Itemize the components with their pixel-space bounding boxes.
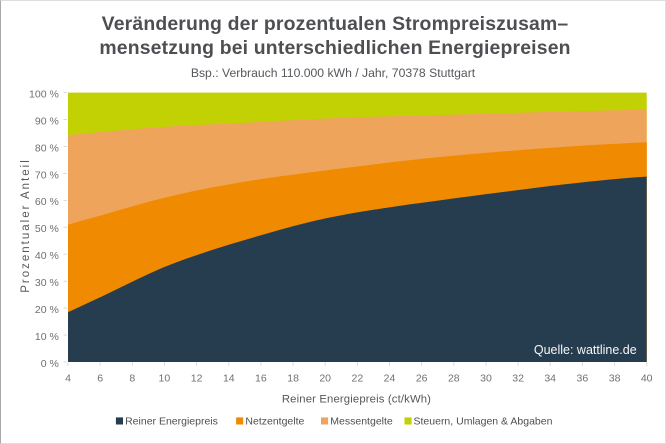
svg-text:Quelle: wattline.de: Quelle: wattline.de — [534, 343, 637, 357]
svg-text:40 %: 40 % — [35, 250, 59, 262]
svg-text:100 %: 100 % — [29, 88, 59, 100]
svg-text:0 %: 0 % — [41, 358, 59, 370]
svg-text:20 %: 20 % — [35, 304, 59, 316]
svg-text:26: 26 — [416, 373, 428, 385]
svg-text:Messentgelte: Messentgelte — [330, 416, 393, 428]
svg-text:Reiner Energiepreis (ct/kWh): Reiner Energiepreis (ct/kWh) — [282, 393, 431, 405]
svg-text:18: 18 — [287, 373, 299, 385]
svg-text:22: 22 — [352, 373, 364, 385]
svg-text:50 %: 50 % — [35, 223, 59, 235]
svg-text:38: 38 — [609, 373, 621, 385]
svg-text:4: 4 — [65, 373, 71, 385]
svg-text:12: 12 — [191, 373, 203, 385]
svg-text:32: 32 — [512, 373, 524, 385]
svg-text:28: 28 — [448, 373, 460, 385]
svg-text:8: 8 — [129, 373, 135, 385]
svg-text:16: 16 — [255, 373, 267, 385]
svg-text:70 %: 70 % — [35, 169, 59, 181]
svg-text:20: 20 — [319, 373, 331, 385]
svg-text:80 %: 80 % — [35, 142, 59, 154]
svg-text:30 %: 30 % — [35, 277, 59, 289]
svg-text:6: 6 — [97, 373, 103, 385]
svg-text:34: 34 — [544, 373, 556, 385]
svg-text:10 %: 10 % — [35, 331, 59, 343]
svg-text:90 %: 90 % — [35, 115, 59, 127]
svg-text:60 %: 60 % — [35, 196, 59, 208]
svg-text:Reiner Energiepreis: Reiner Energiepreis — [125, 416, 218, 428]
svg-text:10: 10 — [159, 373, 171, 385]
svg-text:40: 40 — [641, 373, 653, 385]
svg-text:30: 30 — [480, 373, 492, 385]
svg-text:Prozentualer Anteil: Prozentualer Anteil — [20, 158, 32, 293]
svg-text:Netzentgelte: Netzentgelte — [245, 416, 304, 428]
svg-text:24: 24 — [384, 373, 396, 385]
svg-text:36: 36 — [577, 373, 589, 385]
svg-text:14: 14 — [223, 373, 235, 385]
svg-text:Steuern, Umlagen & Abgaben: Steuern, Umlagen & Abgaben — [414, 416, 553, 428]
